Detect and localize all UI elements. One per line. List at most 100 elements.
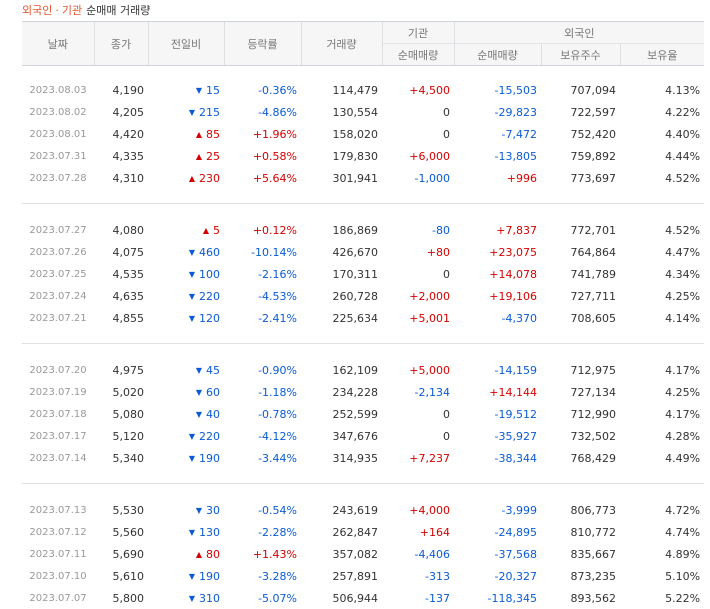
foreigner-net-cell: -38,344 bbox=[454, 447, 541, 469]
foreigner-net-cell: -13,805 bbox=[454, 145, 541, 167]
date-cell: 2023.07.24 bbox=[22, 285, 94, 307]
institution-net-cell: +7,237 bbox=[382, 447, 454, 469]
close-price-cell: 5,020 bbox=[94, 381, 148, 403]
header-holding-ratio: 보유율 bbox=[620, 44, 704, 66]
foreigner-net-cell: +23,075 bbox=[454, 241, 541, 263]
date-cell: 2023.07.18 bbox=[22, 403, 94, 425]
volume-cell: 301,941 bbox=[301, 167, 382, 189]
foreigner-net-cell: +7,837 bbox=[454, 219, 541, 241]
volume-cell: 347,676 bbox=[301, 425, 382, 447]
change-cell: ▲230 bbox=[148, 167, 224, 189]
spacer-cell bbox=[22, 204, 704, 220]
date-cell: 2023.07.31 bbox=[22, 145, 94, 167]
rate-cell: -3.28% bbox=[224, 565, 301, 587]
group-divider bbox=[22, 329, 704, 344]
foreigner-net-cell: -15,503 bbox=[454, 79, 541, 101]
change-value: 460 bbox=[199, 246, 220, 259]
holding-ratio-cell: 4.89% bbox=[620, 543, 704, 565]
holdings-cell: 835,667 bbox=[541, 543, 620, 565]
header-foreigner: 외국인 bbox=[454, 22, 704, 44]
change-cell: ▼40 bbox=[148, 403, 224, 425]
institution-net-cell: -313 bbox=[382, 565, 454, 587]
change-cell: ▼45 bbox=[148, 359, 224, 381]
foreigner-net-cell: -19,512 bbox=[454, 403, 541, 425]
holding-ratio-cell: 4.13% bbox=[620, 79, 704, 101]
institution-net-cell: 0 bbox=[382, 123, 454, 145]
volume-cell: 130,554 bbox=[301, 101, 382, 123]
title-institution: 기관 bbox=[62, 4, 82, 17]
institution-net-cell: +4,500 bbox=[382, 79, 454, 101]
change-cell: ▼ 310 bbox=[148, 587, 224, 609]
rate-cell: +0.12% bbox=[224, 219, 301, 241]
foreigner-net-cell: -37,568 bbox=[454, 543, 541, 565]
change-value: 310 bbox=[199, 592, 220, 605]
institution-net-cell: 0 bbox=[382, 425, 454, 447]
institution-net-cell: +6,000 bbox=[382, 145, 454, 167]
date-cell: 2023.07.26 bbox=[22, 241, 94, 263]
triangle-down-icon: ▼ bbox=[189, 270, 195, 279]
institution-net-cell: +2,000 bbox=[382, 285, 454, 307]
date-cell: 2023.07.11 bbox=[22, 543, 94, 565]
change-value: 120 bbox=[199, 312, 220, 325]
change-cell: ▲5 bbox=[148, 219, 224, 241]
volume-cell: 314,935 bbox=[301, 447, 382, 469]
rate-cell: -4.53% bbox=[224, 285, 301, 307]
change-value: 190 bbox=[199, 570, 220, 583]
holding-ratio-cell: 4.49% bbox=[620, 447, 704, 469]
rate-cell: +1.43% bbox=[224, 543, 301, 565]
volume-cell: 357,082 bbox=[301, 543, 382, 565]
trading-table: 날짜 종가 전일비 등락률 거래량 기관 외국인 순매매량 순매매량 보유주수 … bbox=[22, 21, 704, 609]
close-price-cell: 4,075 bbox=[94, 241, 148, 263]
triangle-down-icon: ▼ bbox=[189, 594, 195, 603]
holding-ratio-cell: 4.17% bbox=[620, 403, 704, 425]
close-price-cell: 4,335 bbox=[94, 145, 148, 167]
holdings-cell: 727,134 bbox=[541, 381, 620, 403]
holdings-cell: 806,773 bbox=[541, 499, 620, 521]
holdings-cell: 873,235 bbox=[541, 565, 620, 587]
volume-cell: 186,869 bbox=[301, 219, 382, 241]
triangle-down-icon: ▼ bbox=[196, 86, 202, 95]
triangle-down-icon: ▼ bbox=[189, 248, 195, 257]
change-value: 220 bbox=[199, 290, 220, 303]
change-value: 5 bbox=[213, 224, 220, 237]
institution-net-cell: -137 bbox=[382, 587, 454, 609]
title-separator: · bbox=[55, 4, 59, 17]
foreigner-net-cell: +19,106 bbox=[454, 285, 541, 307]
holding-ratio-cell: 4.25% bbox=[620, 381, 704, 403]
change-cell: ▼ 460 bbox=[148, 241, 224, 263]
triangle-down-icon: ▼ bbox=[196, 506, 202, 515]
triangle-down-icon: ▼ bbox=[196, 388, 202, 397]
title-foreigner: 외국인 bbox=[22, 4, 52, 17]
date-cell: 2023.07.21 bbox=[22, 307, 94, 329]
volume-cell: 426,670 bbox=[301, 241, 382, 263]
close-price-cell: 5,560 bbox=[94, 521, 148, 543]
foreigner-net-cell: -29,823 bbox=[454, 101, 541, 123]
header-change: 전일비 bbox=[148, 22, 224, 66]
group-divider bbox=[22, 469, 704, 484]
header-inst-net: 순매매량 bbox=[382, 44, 454, 66]
change-value: 220 bbox=[199, 430, 220, 443]
change-cell: ▲85 bbox=[148, 123, 224, 145]
change-value: 190 bbox=[199, 452, 220, 465]
holdings-cell: 722,597 bbox=[541, 101, 620, 123]
spacer-cell bbox=[22, 484, 704, 500]
close-price-cell: 4,310 bbox=[94, 167, 148, 189]
change-value: 60 bbox=[206, 386, 220, 399]
holdings-cell: 810,772 bbox=[541, 521, 620, 543]
holdings-cell: 712,975 bbox=[541, 359, 620, 381]
date-cell: 2023.07.28 bbox=[22, 167, 94, 189]
date-cell: 2023.08.02 bbox=[22, 101, 94, 123]
triangle-up-icon: ▲ bbox=[196, 130, 202, 139]
